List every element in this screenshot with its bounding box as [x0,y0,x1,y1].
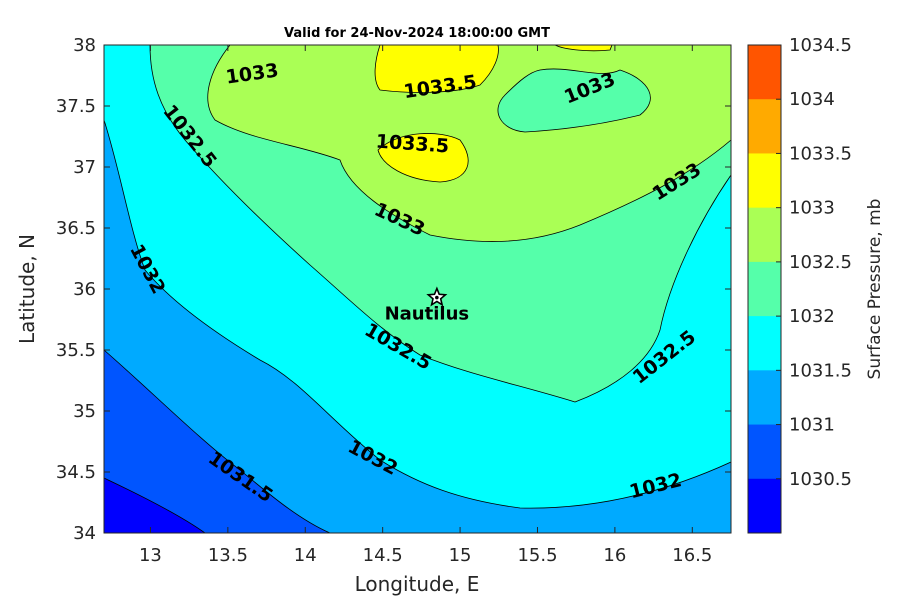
band-1033-5-1034-b [554,45,613,52]
x-tick-label: 13 [139,545,162,566]
x-axis-label: Longitude, E [355,572,480,596]
y-tick-label: 37.5 [56,96,96,117]
colorbar-swatch-1034-1034.5 [748,45,781,100]
colorbar-tick-label: 1033.5 [789,143,852,164]
x-tick-label: 15 [449,545,472,566]
x-tick-label: 14.5 [363,545,403,566]
x-tick-label: 16 [603,545,626,566]
y-axis-label: Latitude, N [15,234,39,344]
colorbar-tick-label: 1032 [789,306,835,327]
colorbar-tick-label: 1031 [789,415,835,436]
band-island-1032-5 [497,68,651,133]
colorbar-tick-label: 1034 [789,89,835,110]
colorbar-tick-label: 1033 [789,198,835,219]
colorbar-swatch-1033.5-1034 [748,99,781,154]
band-1031-1031-5 [104,349,331,533]
y-tick-label: 37 [73,157,96,178]
colorbar-tick-label: 1032.5 [789,252,852,273]
x-tick-label: 13.5 [208,545,248,566]
colorbar-tick-label: 1031.5 [789,360,852,381]
contour-field [104,45,731,533]
colorbar-swatch-1032.5-1033 [748,207,781,263]
colorbar-swatch-1030.5-1031 [748,424,781,480]
y-tick-label: 35 [73,401,96,422]
colorbar-swatch-1031-1031.5 [748,370,781,426]
contour-label-1033-5-b: 1033.5 [375,130,450,157]
y-tick-label: 36 [73,279,96,300]
x-tick-label: 16.5 [672,545,712,566]
marker-label: Nautilus [385,304,470,325]
x-tick-label: 15.5 [517,545,557,566]
colorbar-tick-label: 1030.5 [789,469,852,490]
y-tick-label: 35.5 [56,340,96,361]
y-tick-label: 34 [73,523,96,544]
colorbar-frame [747,44,782,534]
band-1033-5-1034-c [377,133,469,183]
x-tick-label: 14 [294,545,317,566]
colorbar-swatch-1031.5-1032 [748,316,781,371]
y-tick-label: 38 [73,35,96,56]
colorbar-swatch-1030-1030.5 [748,478,781,534]
colorbar-tick-label: 1034.5 [789,35,852,56]
colorbar-ticks: 1034.5 1034 1033.5 1033 1032.5 1032 1031.5 1031… [776,35,852,490]
x-axis-ticks: 13 13.5 14 14.5 15 15.5 16 16.5 [139,45,712,566]
y-axis-ticks: 38 37.5 37 36.5 36 35.5 35 34.5 34 [56,35,731,544]
colorbar-label: Surface Pressure, mb [865,199,885,380]
nautilus-marker: Nautilus [385,286,470,325]
marker-center-dot [435,295,439,300]
colorbar [748,45,781,534]
y-tick-label: 34.5 [56,462,96,483]
y-tick-label: 36.5 [56,218,96,239]
band-1033-5-1034-a [374,45,499,93]
colorbar-swatch-1033-1033.5 [748,153,781,209]
map-title: Valid for 24-Nov-2024 18:00:00 GMT [284,26,550,41]
colorbar-swatch-1032-1032.5 [748,261,781,317]
